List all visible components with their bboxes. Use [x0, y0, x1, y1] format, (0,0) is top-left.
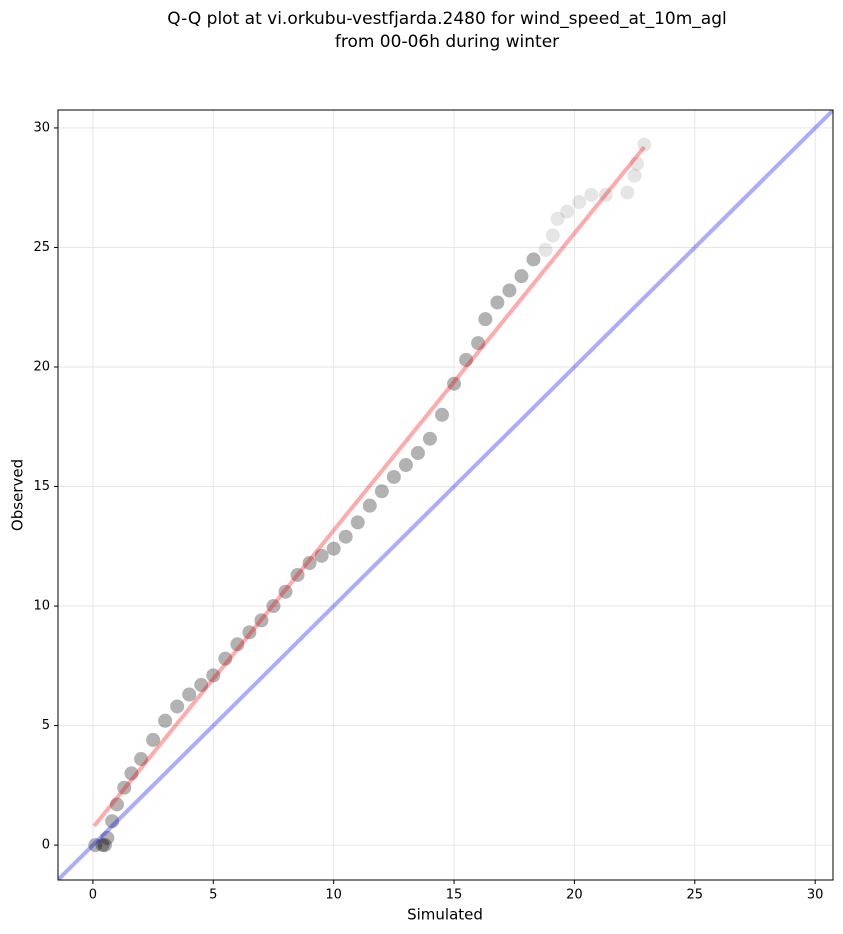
qq-point: [627, 168, 642, 183]
x-tick-label: 30: [807, 888, 824, 903]
qq-point: [350, 515, 365, 530]
qq-point: [290, 567, 305, 582]
qq-point: [514, 269, 529, 284]
y-axis-label: Observed: [9, 459, 27, 531]
qq-point: [314, 548, 329, 563]
y-tick-label: 0: [42, 838, 50, 853]
qq-point: [97, 838, 112, 853]
qq-point: [100, 830, 115, 845]
qq-point: [105, 814, 120, 829]
qq-point: [459, 352, 474, 367]
qq-point: [435, 407, 450, 422]
x-tick-label: 0: [89, 888, 97, 903]
x-tick-label: 20: [566, 888, 583, 903]
qq-point: [88, 838, 103, 853]
qq-point: [146, 732, 161, 747]
qq-point: [490, 295, 505, 310]
qq-point: [302, 556, 317, 571]
qq-point: [422, 431, 437, 446]
qq-point: [386, 469, 401, 484]
qq-point: [410, 446, 425, 461]
qq-point: [478, 312, 493, 327]
qq-point: [598, 187, 613, 202]
x-tick-label: 25: [687, 888, 704, 903]
y-tick-label: 10: [33, 599, 50, 614]
qq-point: [362, 498, 377, 513]
qq-point: [637, 137, 652, 152]
qq-point: [620, 185, 635, 200]
qq-point: [230, 637, 245, 652]
qq-point: [95, 838, 110, 853]
qq-point: [206, 668, 221, 683]
qq-point: [182, 687, 197, 702]
qq-point: [630, 156, 645, 171]
x-tick-label: 5: [209, 888, 217, 903]
qq-point: [117, 780, 132, 795]
y-tick-label: 25: [33, 240, 50, 255]
qq-point: [278, 584, 293, 599]
qq-point: [374, 484, 389, 499]
y-tick-label: 30: [33, 120, 50, 135]
qq-point: [584, 187, 599, 202]
qq-point: [560, 204, 575, 219]
qq-point: [194, 677, 209, 692]
axes-frame: [57, 109, 834, 881]
qq-point: [471, 336, 486, 351]
qq-point: [550, 211, 565, 226]
qq-point: [218, 651, 233, 666]
qq-point: [398, 457, 413, 472]
qq-point: [572, 195, 587, 210]
qq-point: [338, 529, 353, 544]
qq-point: [526, 252, 541, 267]
x-tick-label: 10: [325, 888, 342, 903]
qq-point: [545, 228, 560, 243]
qq-point: [326, 541, 341, 556]
qq-point: [254, 613, 269, 628]
qq-point: [109, 797, 124, 812]
qq-point: [134, 752, 149, 767]
y-tick-label: 20: [33, 359, 50, 374]
qq-point: [158, 713, 173, 728]
x-tick-label: 15: [446, 888, 463, 903]
y-tick-label: 15: [33, 479, 50, 494]
plot-area: [58, 110, 833, 880]
reference-line: [58, 110, 833, 880]
qq-point: [124, 766, 139, 781]
qq-point: [170, 699, 185, 714]
qq-point: [447, 376, 462, 391]
qq-point: [538, 242, 553, 257]
x-axis-label: Simulated: [407, 906, 483, 924]
qq-point: [266, 599, 281, 614]
reference-line: [92, 145, 646, 828]
chart-title: Q-Q plot at vi.orkubu-vestfjarda.2480 fo…: [167, 9, 726, 29]
qq-point: [242, 625, 257, 640]
y-tick-label: 5: [42, 718, 50, 733]
qq-point: [502, 283, 517, 298]
chart-title: from 00-06h during winter: [335, 32, 559, 52]
